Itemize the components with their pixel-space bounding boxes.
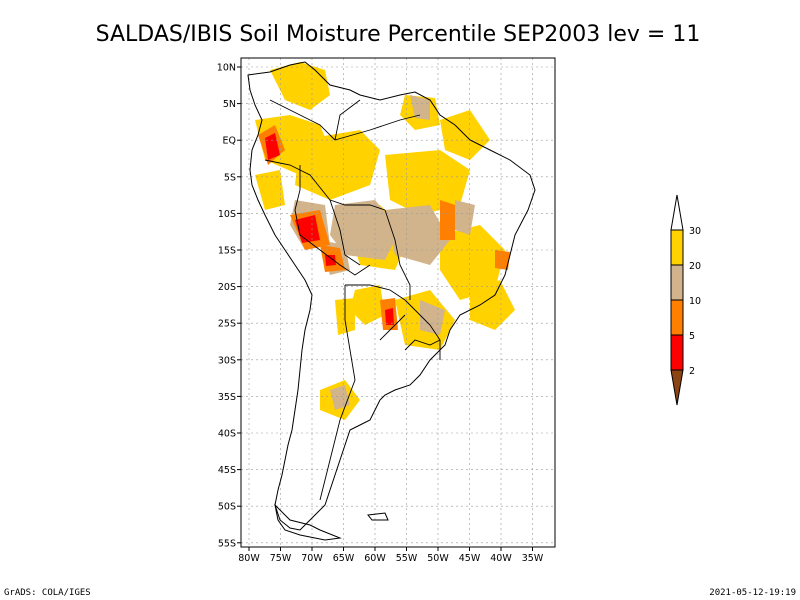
- map-title: SALDAS/IBIS Soil Moisture Percentile SEP…: [96, 22, 701, 47]
- tick-label-lat: 55S: [218, 538, 236, 549]
- map-frame: [240, 57, 556, 548]
- tick-label-lon: 75W: [270, 553, 292, 564]
- tick-label-lat: 20S: [218, 282, 236, 293]
- soil-moisture-shading: [255, 62, 515, 420]
- colorbar-10-20: [670, 264, 684, 301]
- tick-label-lat: 30S: [218, 355, 236, 366]
- tick-label-lat: 25S: [218, 319, 236, 330]
- colorbar-label-2: 2: [689, 366, 695, 377]
- tick-label-lat: 10S: [218, 209, 236, 220]
- tick-label-lat: 10N: [217, 63, 236, 74]
- tick-label-lat: EQ: [223, 136, 236, 147]
- tick-label-lon: 45W: [459, 553, 481, 564]
- tick-label-lat: 35S: [218, 392, 236, 403]
- tick-label-lon: 65W: [333, 553, 355, 564]
- tick-label-lon: 40W: [490, 553, 512, 564]
- tick-label-lon: 70W: [301, 553, 323, 564]
- tick-label-lon: 80W: [238, 553, 260, 564]
- colorbar-label-30: 30: [689, 226, 701, 237]
- tick-label-lat: 15S: [218, 246, 236, 257]
- colorbar-20-30: [670, 229, 684, 266]
- colorbar-label-20: 20: [689, 261, 701, 272]
- tick-label-lon: 55W: [396, 553, 418, 564]
- colorbar-below-2: [670, 369, 684, 406]
- colorbar-5-10: [670, 299, 684, 336]
- tick-label-lon: 35W: [522, 553, 544, 564]
- longitude-axis: 80W 75W 70W 65W 60W 55W 50W 45W 40W 35W: [238, 547, 544, 564]
- coastline: [247, 61, 536, 541]
- footer-credit: GrADS: COLA/IGES: [4, 588, 91, 598]
- tick-label-lat: 45S: [218, 465, 236, 476]
- tick-label-lat: 40S: [218, 429, 236, 440]
- country-borders: [264, 99, 441, 501]
- tick-label-lat: 5S: [224, 172, 236, 183]
- colorbar-above-30: [670, 194, 684, 231]
- tick-label-lat: 5N: [223, 99, 236, 110]
- tick-label-lon: 50W: [427, 553, 449, 564]
- colorbar-label-10: 10: [689, 296, 701, 307]
- colorbar-2-5: [670, 334, 684, 371]
- colorbar-legend: 30 20 10 5 2: [670, 194, 701, 406]
- colorbar-label-5: 5: [689, 331, 695, 342]
- map-grid: [241, 58, 555, 547]
- tick-label-lon: 60W: [364, 553, 386, 564]
- footer-timestamp: 2021-05-12-19:19: [709, 588, 796, 598]
- tick-label-lat: 50S: [218, 502, 236, 513]
- latitude-axis: 10N 5N EQ 5S 10S 15S 20S 25S 30S 35S 40S 45S 50S 55S: [217, 63, 241, 549]
